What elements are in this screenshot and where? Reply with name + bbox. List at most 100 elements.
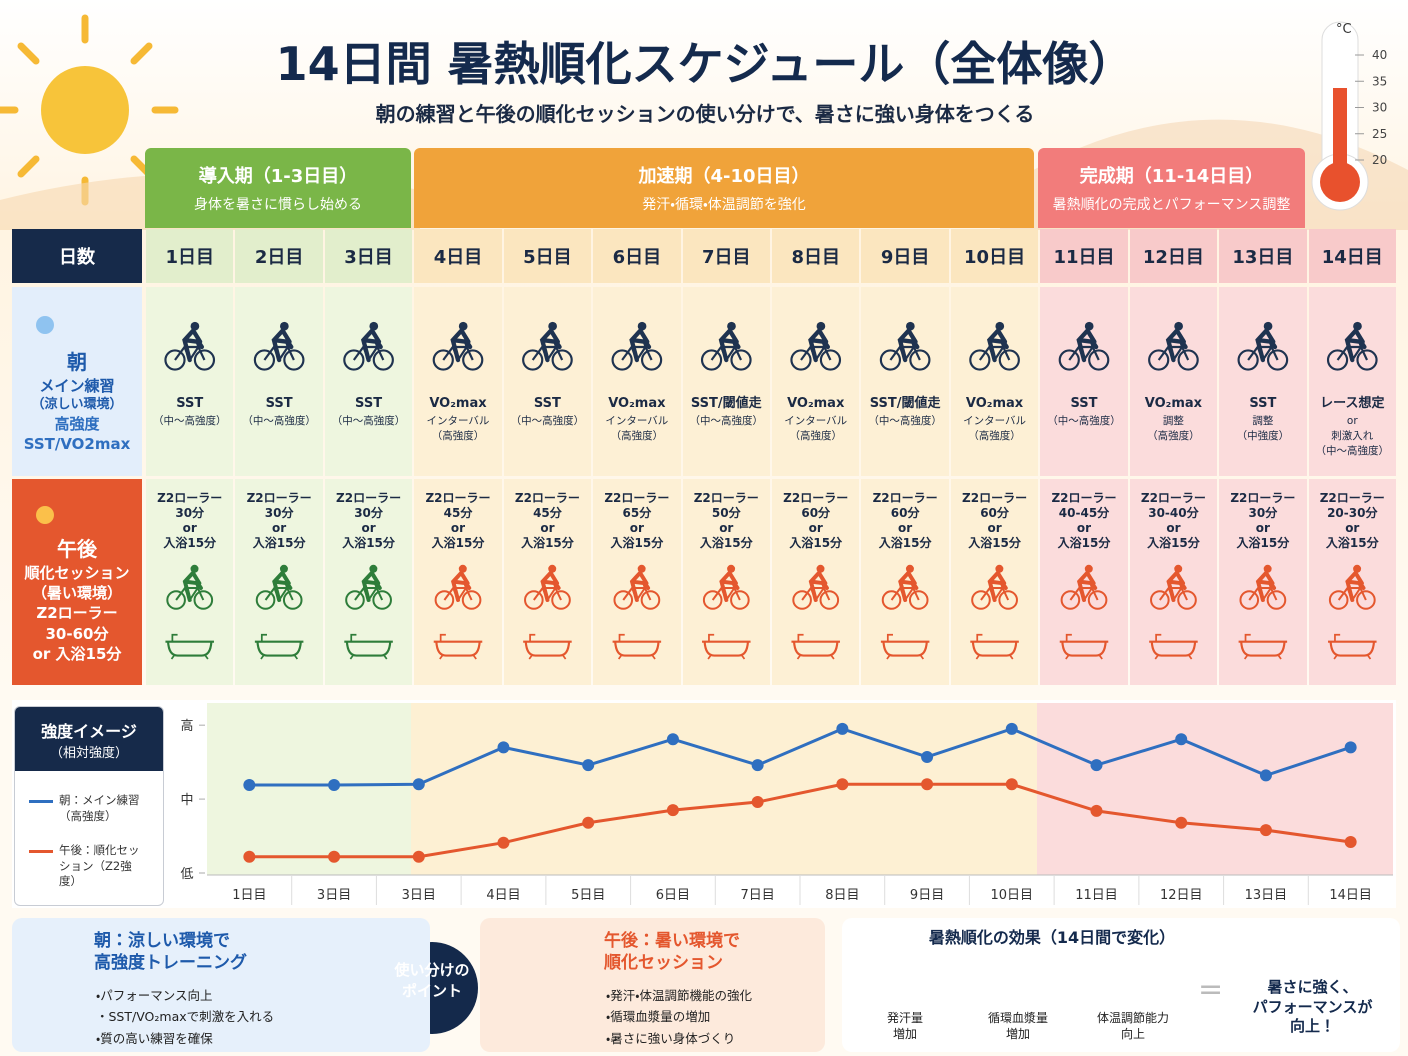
morning-text: インターバル [784, 414, 848, 427]
morning-text: SST [1070, 396, 1098, 411]
afternoon-text: 入浴15分 [968, 536, 1021, 550]
thermo-tick-label: 40 [1372, 48, 1387, 62]
panel-title-line: 高強度トレーニング [94, 953, 247, 974]
morning-text: （高強度） [610, 430, 664, 443]
day-cell: 8日目 [772, 229, 860, 283]
x-tick-label: 9日目 [910, 888, 944, 903]
afternoon-text: Z2ローラー [246, 491, 312, 505]
y-tick-label: 中 [180, 793, 193, 808]
morning-label-line: SST/VO2max [23, 434, 131, 453]
afternoon-text: Z2ローラー [872, 491, 938, 505]
thermo-tick-label: 30 [1372, 101, 1387, 115]
morning-text: （中〜高強度） [152, 414, 227, 427]
data-point [921, 778, 934, 791]
morning-cell: SST （中〜高強度） [324, 287, 413, 476]
morning-label-line: （涼しい環境） [31, 397, 123, 413]
phase-band [207, 703, 411, 875]
afternoon-text: 30分 [1248, 506, 1278, 520]
data-point [582, 759, 595, 772]
thermo-tick-label: 35 [1372, 74, 1387, 88]
morning-cell: SST/閾値走 （中〜高強度） [861, 287, 949, 476]
afternoon-text: or [182, 521, 197, 535]
afternoon-text: 入浴15分 [1057, 536, 1111, 550]
effect-text: 循環血漿量 [987, 1011, 1048, 1025]
afternoon-label-line: Z2ローラー [36, 604, 118, 623]
day-cell: 2日目 [235, 229, 323, 283]
x-tick-label: 3日目 [402, 888, 436, 903]
effects-result: 暑さに強く、 パフォーマンスが 向上！ [1225, 978, 1400, 1037]
afternoon-text: or [450, 521, 466, 535]
effect-text: 増加 [1005, 1027, 1030, 1042]
morning-text: インターバル [605, 414, 669, 427]
effect-text: 増加 [892, 1027, 917, 1042]
phase-name: 導入期（1-3日目） [198, 166, 358, 187]
data-point [497, 836, 510, 849]
afternoon-text: 入浴15分 [1147, 536, 1200, 550]
afternoon-text: or [540, 521, 555, 535]
afternoon-cell: Z2ローラー 30分 or 入浴15分 [235, 479, 323, 685]
panel-points: ・パフォーマンス向上 ・SST/VO₂maxで刺激を入れる ・質の高い練習を確保 [96, 985, 274, 1049]
data-point [1344, 741, 1357, 754]
day-cell: 11日目 [1040, 229, 1128, 283]
afternoon-cell: Z2ローラー 30分 or 入浴15分 [1219, 479, 1307, 685]
afternoon-text: Z2ローラー [425, 491, 491, 505]
data-point [1175, 733, 1188, 746]
afternoon-cell: Z2ローラー 65分 or 入浴15分 [593, 479, 681, 685]
day-cell: 12日目 [1129, 229, 1218, 283]
afternoon-text: 入浴15分 [252, 536, 306, 550]
morning-text: VO₂max [1144, 396, 1203, 411]
morning-text: レース想定 [1320, 396, 1385, 411]
afternoon-text: 65分 [622, 506, 652, 520]
data-point [666, 804, 679, 817]
panel-point: ・循環血漿量の増加 [606, 1009, 711, 1025]
afternoon-label-line: or 入浴15分 [32, 644, 122, 663]
afternoon-label-line: （暑い環境） [31, 584, 122, 603]
morning-cell: VO₂max 調整 （高強度） [1129, 287, 1218, 476]
afternoon-text: 入浴15分 [789, 536, 843, 550]
chart-legend-box: 強度イメージ （相対強度） 朝：メイン練習（高強度） 午後：順化セッション（Z2強度） [14, 706, 164, 906]
day-cell: 1日目 [146, 229, 234, 283]
equals: = [1198, 972, 1224, 1007]
afternoon-text: 入浴15分 [878, 536, 932, 550]
afternoon-cell: Z2ローラー 45分 or 入浴15分 [503, 479, 592, 685]
morning-text: （中強度） [1236, 430, 1290, 443]
morning-label-line: 高強度 [54, 414, 100, 433]
morning-cell: SST （中〜高強度） [503, 287, 592, 476]
afternoon-text: or [272, 521, 287, 535]
afternoon-text: Z2ローラー [604, 491, 670, 505]
x-tick-label: 3日目 [317, 888, 351, 903]
x-tick-label: 6日目 [656, 888, 690, 903]
phase-description: 発汗・循環・体温調節を強化 [642, 197, 806, 213]
morning-text: （中〜高強度） [1047, 414, 1121, 427]
legend-swatch [29, 800, 53, 803]
morning-text: or [1346, 414, 1358, 427]
afternoon-panel [480, 918, 825, 1052]
point-text-line: ポイント [401, 982, 462, 1000]
morning-text: （中〜高強度） [689, 414, 764, 427]
morning-text: SST [265, 396, 293, 411]
afternoon-text: Z2ローラー [693, 491, 759, 505]
afternoon-text: 入浴15分 [431, 536, 485, 550]
morning-label: 朝メイン練習 （涼しい環境） 高強度 SST/VO2max [12, 287, 142, 476]
data-point [497, 741, 510, 754]
phase-name: 完成期（11-14日目） [1079, 166, 1264, 187]
phase-header: 導入期（1-3日目） 身体を暑さに慣らし始める [145, 148, 411, 228]
morning-cell: SST （中〜高強度） [1040, 287, 1128, 476]
x-tick-label: 5日目 [571, 888, 605, 903]
effects-panel [842, 918, 1400, 1052]
afternoon-label-line: 順化セッション [24, 563, 130, 582]
morning-text: （高強度） [431, 430, 485, 443]
panel-point: ・パフォーマンス向上 [96, 988, 213, 1003]
morning-text: （高強度） [789, 430, 842, 443]
data-point [328, 779, 341, 792]
day-cell: 14日目 [1308, 229, 1396, 283]
afternoon-text: 30分 [354, 506, 383, 520]
legend-label: 午後：順化セッション（Z2強度） [59, 843, 140, 889]
afternoon-text: or [719, 521, 734, 535]
afternoon-text: or [361, 521, 376, 535]
series-line [249, 782, 1351, 859]
panel-title: 午後：暑い環境で 順化セッション [604, 930, 740, 974]
afternoon-text: Z2ローラー [336, 491, 402, 505]
morning-text: インターバル [963, 414, 1026, 427]
afternoon-text: 60分 [890, 506, 920, 520]
